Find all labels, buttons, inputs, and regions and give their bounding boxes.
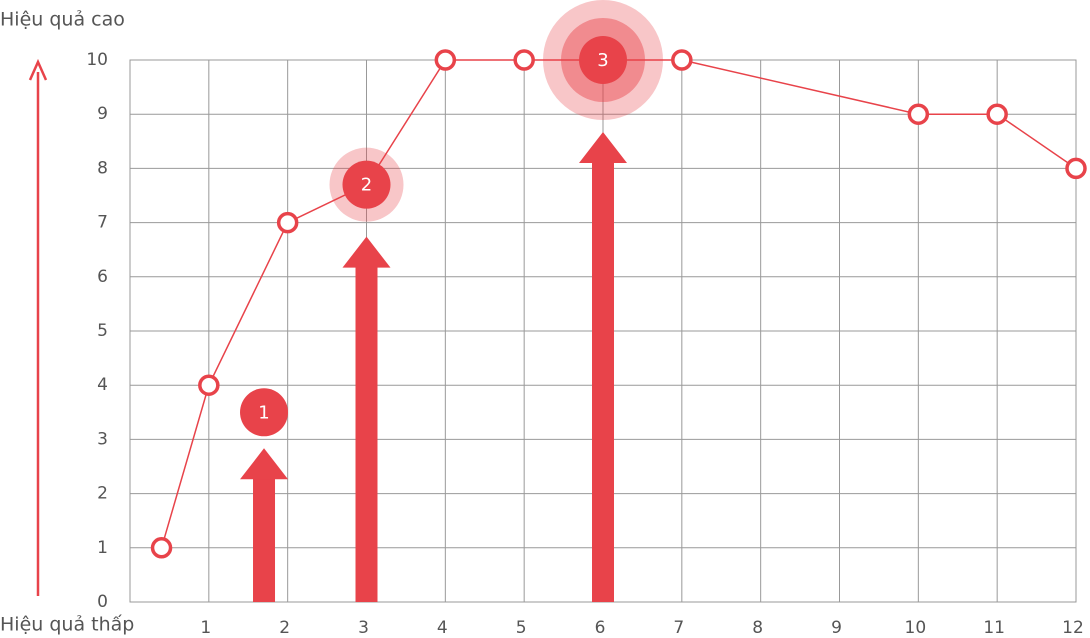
annotation-label: 1 <box>258 402 269 423</box>
x-tick-label: 8 <box>752 618 763 638</box>
x-tick-label: 4 <box>437 618 448 638</box>
y-tick-label: 1 <box>97 538 108 558</box>
y-tick-label: 10 <box>86 50 108 70</box>
y-tick-label: 4 <box>97 375 108 395</box>
y-tick-label: 6 <box>97 267 108 287</box>
y-tick-label: 8 <box>97 158 108 178</box>
y-tick-label: 0 <box>97 592 108 612</box>
point <box>198 374 220 396</box>
y-tick-label: 7 <box>97 213 108 233</box>
point <box>434 49 457 71</box>
y-tick-label: 9 <box>97 104 108 124</box>
annotation-marker <box>240 388 289 437</box>
point <box>907 103 930 125</box>
y-tick-label: 5 <box>97 321 108 341</box>
arrow-head <box>240 448 289 480</box>
x-tick-label: 5 <box>516 618 527 638</box>
arrow-shaft <box>592 162 614 602</box>
arrow-shaft <box>253 478 276 602</box>
point <box>671 49 693 71</box>
x-tick-label: 7 <box>673 618 684 638</box>
arrow-head <box>579 132 627 163</box>
point <box>513 49 535 71</box>
x-tick-label: 6 <box>595 618 606 638</box>
annotation-label: 2 <box>361 175 372 196</box>
x-tick-label: 2 <box>279 618 290 638</box>
x-tick-label: 10 <box>905 618 927 638</box>
y-tick-label: 3 <box>97 429 108 449</box>
annotation-label: 3 <box>597 50 608 71</box>
top-label: Hiệu quả cao <box>0 9 125 31</box>
arrow-shaft <box>355 266 378 602</box>
point <box>986 103 1008 125</box>
x-tick-label: 12 <box>1062 618 1084 638</box>
x-tick-label: 11 <box>983 618 1005 638</box>
point <box>276 211 299 234</box>
axis-arrow-head <box>28 58 48 81</box>
y-tick-label: 2 <box>97 484 108 504</box>
point <box>1065 157 1087 180</box>
bottom-label: Hiệu quả thấp <box>0 614 134 636</box>
x-tick-label: 9 <box>831 618 842 638</box>
arrow-head <box>342 236 391 268</box>
x-tick-label: 3 <box>358 618 369 638</box>
line <box>160 59 1077 549</box>
x-tick-label: 1 <box>200 618 211 638</box>
point <box>150 537 173 559</box>
annotation-marker <box>342 160 391 209</box>
annotation-marker <box>579 36 627 84</box>
